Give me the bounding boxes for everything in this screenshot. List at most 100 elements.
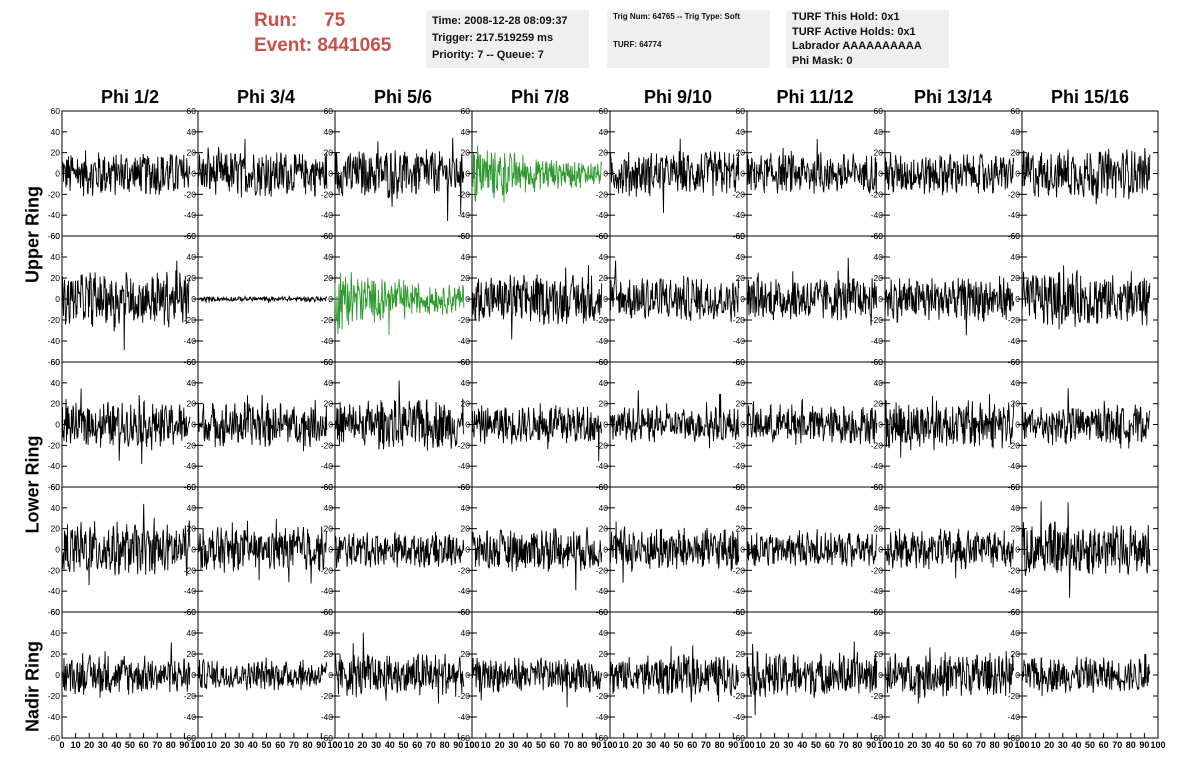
y-tick-label: 0 [465,420,470,430]
x-tick-label: 100 [327,740,342,750]
y-tick-label: -40 [321,336,334,346]
y-tick-label: -40 [321,712,334,722]
y-tick-label: 20 [736,649,746,659]
y-tick-label: 60 [187,482,197,492]
x-tick-label: 70 [839,740,849,750]
y-tick-label: -60 [48,733,61,743]
y-tick-label: -40 [596,712,609,722]
x-tick-label: 90 [453,740,463,750]
y-tick-label: 60 [51,231,61,241]
y-tick-label: -40 [458,210,471,220]
y-tick-label: -40 [1008,586,1021,596]
y-tick-label: -40 [596,586,609,596]
y-tick-label: -20 [871,440,884,450]
y-tick-label: 40 [1011,503,1021,513]
y-tick-label: 20 [51,524,61,534]
y-tick-label: 20 [324,399,334,409]
run-value: 75 [324,10,346,31]
y-tick-label: 20 [324,273,334,283]
y-tick-label: 20 [51,148,61,158]
y-tick-label: -40 [596,336,609,346]
y-tick-label: 60 [461,106,471,116]
y-tick-label: 40 [736,628,746,638]
y-tick-label: 40 [874,628,884,638]
y-tick-label: 40 [599,127,609,137]
y-tick-label: 40 [736,252,746,262]
x-tick-label: 70 [976,740,986,750]
y-tick-label: 40 [874,127,884,137]
y-tick-label: -20 [1008,315,1021,325]
y-tick-label: 60 [51,106,61,116]
y-tick-label: -40 [184,210,197,220]
column-header: Phi 13/14 [913,87,993,107]
y-tick-label: 60 [187,106,197,116]
y-tick-label: 20 [599,273,609,283]
x-tick-label: 30 [783,740,793,750]
x-tick-label: 60 [825,740,835,750]
x-tick-label: 40 [522,740,532,750]
y-tick-label: 60 [736,231,746,241]
waveform-trace [334,632,465,704]
y-tick-label: -20 [458,440,471,450]
y-tick-label: -20 [458,315,471,325]
x-tick-label: 70 [152,740,162,750]
y-tick-label: 20 [324,148,334,158]
waveform-trace [61,150,191,197]
x-tick-label: 100 [739,740,754,750]
y-tick-label: -20 [48,315,61,325]
x-tick-label: 10 [344,740,354,750]
y-tick-label: -20 [733,565,746,575]
time-text: Time: 2008-12-28 08:09:37 [432,15,568,27]
run-event-box: Run: 75 Event: 8441065 [254,8,391,58]
y-tick-label: 60 [874,106,884,116]
x-tick-label: 100 [877,740,892,750]
y-tick-label: 0 [603,294,608,304]
waveform-trace [471,403,603,462]
x-tick-label: 30 [234,740,244,750]
waveform-trace [197,394,328,452]
y-tick-label: 60 [736,106,746,116]
waveform-trace [334,137,465,222]
x-tick-label: 80 [166,740,176,750]
y-tick-label: 20 [599,649,609,659]
y-tick-label: 20 [187,524,197,534]
y-tick-label: 0 [1015,169,1020,179]
y-tick-label: -20 [596,440,609,450]
waveform-trace [884,275,1015,336]
y-tick-label: 20 [51,649,61,659]
y-tick-label: 0 [740,670,745,680]
trig-num-text: Trig Num: 64765 -- Trig Type: Soft [613,12,740,21]
y-tick-label: 40 [51,378,61,388]
y-tick-label: 0 [191,670,196,680]
y-tick-label: 0 [740,294,745,304]
x-tick-label: 50 [811,740,821,750]
waveform-trace [609,645,739,703]
y-tick-label: 60 [324,357,334,367]
y-tick-label: -20 [321,315,334,325]
y-tick-label: 60 [599,106,609,116]
waveform-trace [61,388,191,465]
x-tick-label: 50 [261,740,271,750]
x-tick-label: 80 [1126,740,1136,750]
y-tick-label: -20 [733,315,746,325]
y-tick-label: 20 [1011,649,1021,659]
y-tick-label: 20 [461,148,471,158]
y-tick-label: 0 [328,420,333,430]
y-tick-label: -40 [48,210,61,220]
y-tick-label: 0 [55,420,60,430]
x-tick-label: 60 [412,740,422,750]
x-tick-label: 0 [607,740,612,750]
y-tick-label: 0 [191,294,196,304]
y-tick-label: 40 [51,503,61,513]
y-tick-label: -40 [733,461,746,471]
y-tick-label: 0 [1015,545,1020,555]
y-tick-label: -20 [48,189,61,199]
y-tick-label: 20 [187,273,197,283]
y-tick-label: 60 [324,607,334,617]
x-tick-label: 70 [701,740,711,750]
y-tick-label: -20 [321,440,334,450]
y-tick-label: 40 [187,127,197,137]
y-tick-label: 40 [1011,252,1021,262]
waveform-trace [884,647,1015,704]
y-tick-label: 20 [736,148,746,158]
